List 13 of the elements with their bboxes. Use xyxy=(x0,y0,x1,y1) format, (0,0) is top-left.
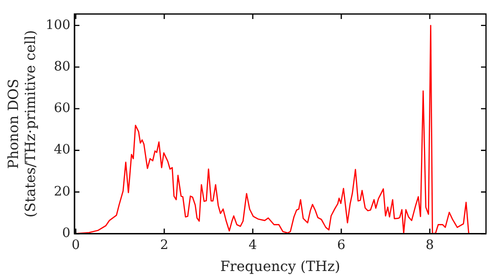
y-tick-label: 100 xyxy=(46,18,70,33)
x-tick-label: 4 xyxy=(248,238,257,253)
y-tick-label: 40 xyxy=(54,142,70,158)
y-tick-label: 60 xyxy=(54,101,70,116)
x-tick-label: 6 xyxy=(337,238,346,253)
x-tick-label: 8 xyxy=(426,238,434,253)
x-axis-title: Frequency (THz) xyxy=(220,259,340,276)
y-tick-label: 0 xyxy=(62,226,70,241)
y-axis-title: Phonon DOS (States/THz·primitive cell) xyxy=(6,30,39,218)
y-tick-label: 20 xyxy=(54,184,70,200)
y-tick-label: 80 xyxy=(54,59,70,74)
x-tick-label: 2 xyxy=(160,238,168,253)
x-tick-label: 0 xyxy=(72,238,80,253)
